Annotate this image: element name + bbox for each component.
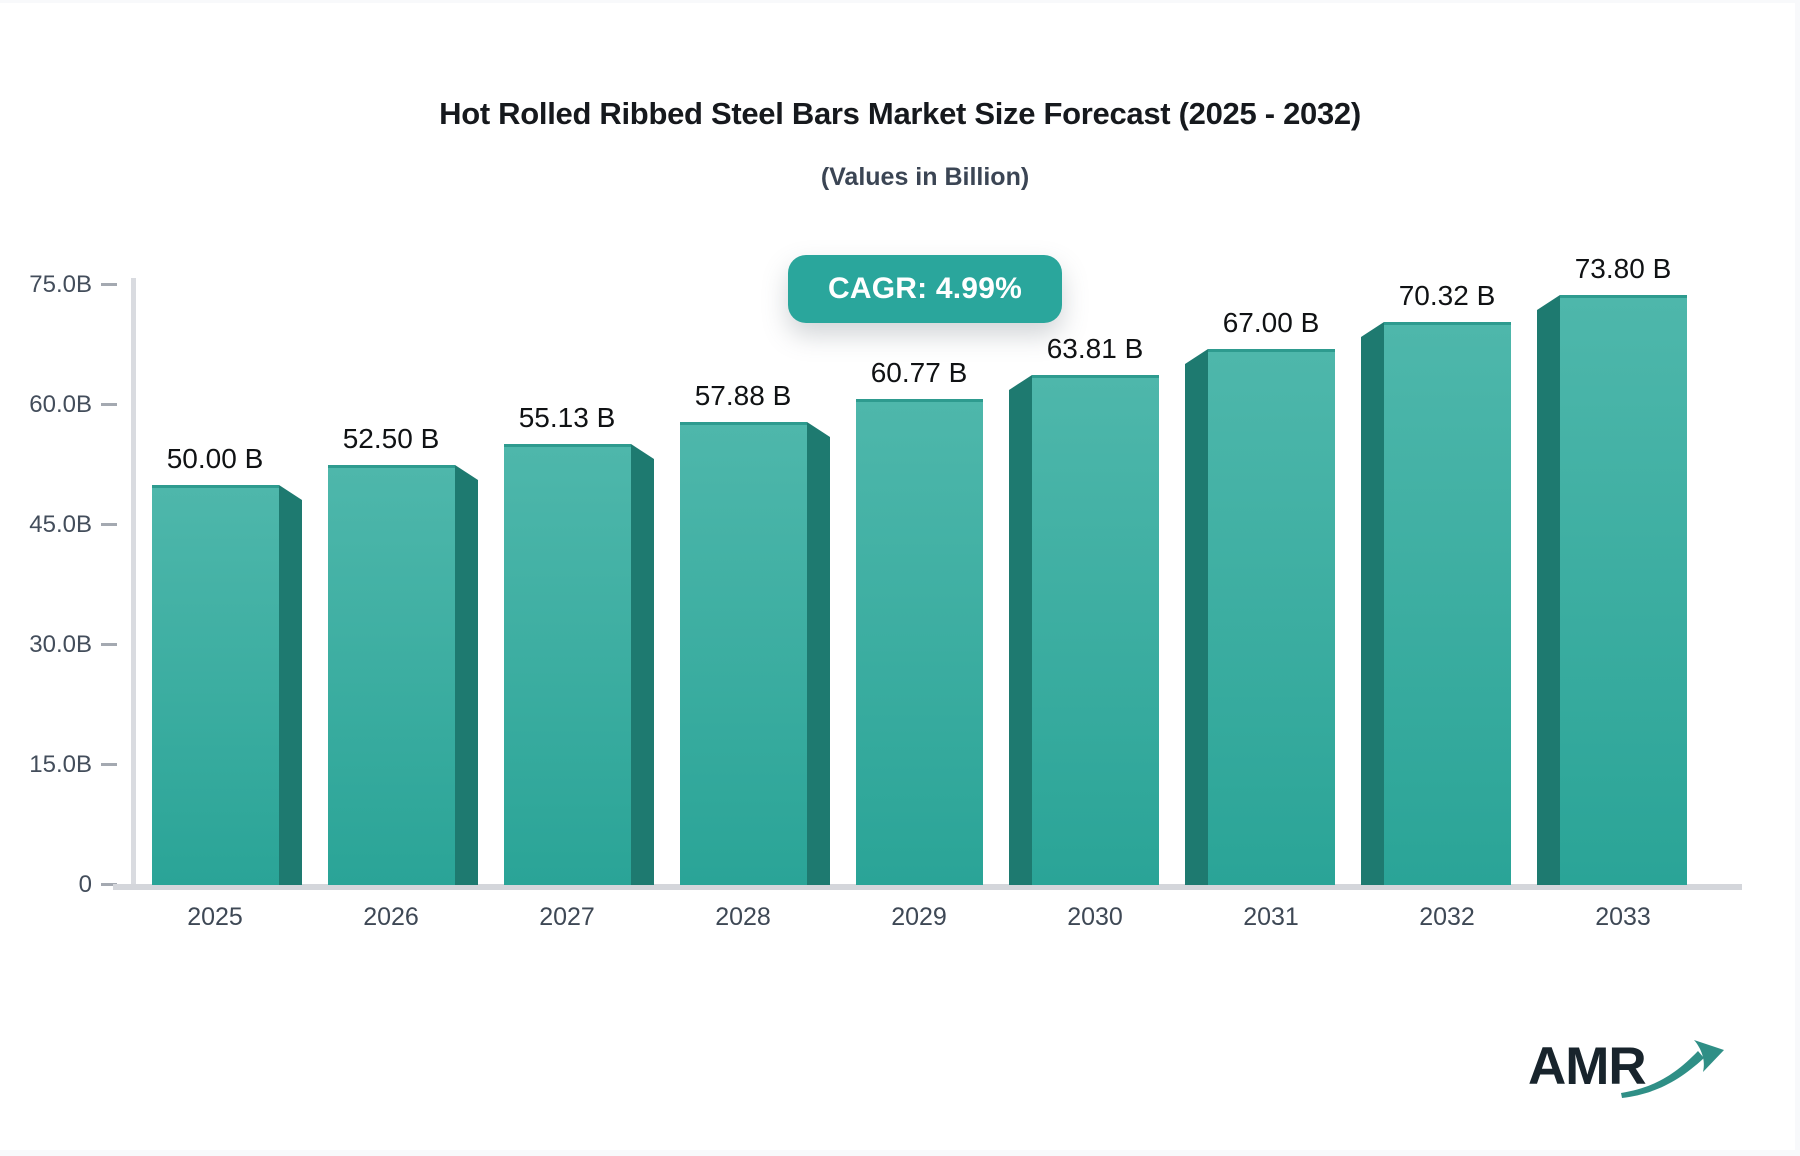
chart-title: Hot Rolled Ribbed Steel Bars Market Size… (439, 96, 1361, 131)
bar-side-face-2033 (1537, 295, 1560, 885)
x-axis-label-2030: 2030 (1067, 903, 1123, 931)
bar-value-label-2030: 63.81 B (1046, 333, 1144, 364)
bar-2027 (504, 444, 631, 885)
bar-value-label-2031: 67.00 B (1222, 307, 1320, 338)
x-axis-label-2031: 2031 (1243, 903, 1299, 931)
bar-2033 (1560, 295, 1687, 885)
cagr-badge: CAGR: 4.99% (788, 255, 1062, 323)
chart-subtitle: (Values in Billion) (820, 163, 1030, 191)
y-axis-tick (101, 763, 117, 766)
bar-2029 (856, 399, 983, 885)
y-axis-label: 60.0B (29, 391, 92, 418)
x-axis-label-2033: 2033 (1595, 903, 1651, 931)
bar-value-label-2029: 60.77 B (870, 357, 968, 388)
bar-value-label-2025: 50.00 B (166, 443, 264, 474)
y-axis-tick (101, 643, 117, 646)
y-axis-tick (101, 523, 117, 526)
bar-side-face-2030 (1009, 375, 1032, 885)
bar-value-label-2032: 70.32 B (1398, 280, 1496, 311)
x-axis-label-2029: 2029 (891, 903, 947, 931)
y-axis-tick (101, 283, 117, 286)
amr-logo-text: AMR (1528, 1037, 1647, 1096)
x-axis-line (113, 884, 1742, 890)
bar-side-face-2027 (631, 444, 654, 885)
cagr-badge-label: CAGR: 4.99% (828, 272, 1022, 305)
bar-2031 (1208, 349, 1335, 885)
y-axis-label: 75.0B (29, 271, 92, 298)
bar-2032 (1384, 322, 1511, 885)
bar-2026 (328, 465, 455, 885)
growth-arrow-icon (1621, 1040, 1724, 1098)
x-axis-label-2027: 2027 (539, 903, 595, 931)
bar-2025 (152, 485, 279, 885)
bar-side-face-2032 (1361, 322, 1384, 885)
x-axis-label-2025: 2025 (187, 903, 243, 931)
y-axis-label: 30.0B (29, 631, 92, 658)
x-axis-label-2032: 2032 (1419, 903, 1475, 931)
y-axis-line (131, 278, 136, 889)
bar-2030 (1032, 375, 1159, 885)
y-axis-tick (101, 883, 117, 886)
amr-logo: AMR (1528, 1036, 1728, 1106)
y-axis-label: 45.0B (29, 511, 92, 538)
bar-side-face-2026 (455, 465, 478, 885)
bar-value-label-2026: 52.50 B (342, 423, 440, 454)
y-axis-label: 0 (78, 871, 92, 898)
bar-side-face-2028 (807, 422, 830, 885)
bar-value-label-2028: 57.88 B (694, 380, 792, 411)
bar-2028 (680, 422, 807, 885)
y-axis-tick (101, 403, 117, 406)
y-axis-label: 15.0B (29, 751, 92, 778)
bar-value-label-2027: 55.13 B (518, 402, 616, 433)
bar-side-face-2025 (279, 485, 302, 885)
bar-side-face-2031 (1185, 349, 1208, 885)
bar-value-label-2033: 73.80 B (1574, 253, 1672, 284)
x-axis-label-2026: 2026 (363, 903, 419, 931)
x-axis-label-2028: 2028 (715, 903, 771, 931)
